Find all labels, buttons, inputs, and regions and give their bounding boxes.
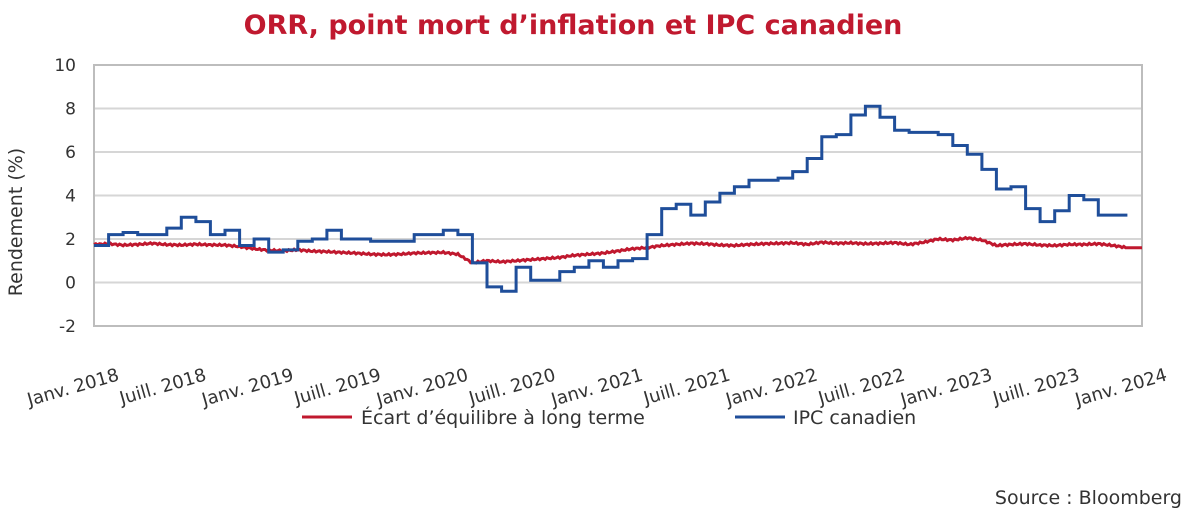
x-tick-label: Janv. 2024 xyxy=(1072,365,1169,411)
legend: Écart d’équilibre à long terme IPC canad… xyxy=(302,406,916,429)
y-tick-label: 10 xyxy=(54,56,76,76)
x-tick-label: Juill. 2018 xyxy=(116,365,208,410)
y-tick-label: 8 xyxy=(65,100,76,120)
gridlines xyxy=(94,64,1142,327)
y-ticks: -2 0 2 4 6 8 10 xyxy=(54,56,76,337)
y-tick-label: 6 xyxy=(65,143,76,163)
series-line-cpi xyxy=(94,104,1128,293)
plot-frame xyxy=(93,64,1143,327)
y-tick-label: 2 xyxy=(65,230,76,250)
x-tick-label: Juill. 2019 xyxy=(291,365,383,410)
x-tick-label: Juill. 2023 xyxy=(990,365,1082,410)
x-tick-label: Janv. 2021 xyxy=(548,365,645,411)
legend-label-cpi: IPC canadien xyxy=(793,407,916,429)
x-tick-label: Juill. 2020 xyxy=(466,365,558,410)
x-tick-label: Janv. 2022 xyxy=(723,365,820,411)
x-tick-label: Janv. 2020 xyxy=(373,365,470,411)
x-tick-label: Janv. 2023 xyxy=(897,365,994,411)
y-tick-label: -2 xyxy=(59,317,76,337)
series-lines xyxy=(93,104,1142,293)
x-tick-label: Juill. 2021 xyxy=(640,365,732,410)
source-note: Source : Bloomberg xyxy=(994,487,1182,509)
y-tick-label: 4 xyxy=(65,187,76,207)
legend-label-breakeven: Écart d’équilibre à long terme xyxy=(361,406,645,429)
x-tick-label: Janv. 2019 xyxy=(199,365,296,411)
y-axis-label: Rendement (%) xyxy=(5,148,27,296)
x-tick-label: Janv. 2018 xyxy=(24,365,121,411)
chart-title: ORR, point mort d’inflation et IPC canad… xyxy=(243,10,903,41)
series-line-breakeven xyxy=(93,235,1142,265)
x-tick-label: Juill. 2022 xyxy=(815,365,907,410)
y-tick-label: 0 xyxy=(65,274,76,294)
